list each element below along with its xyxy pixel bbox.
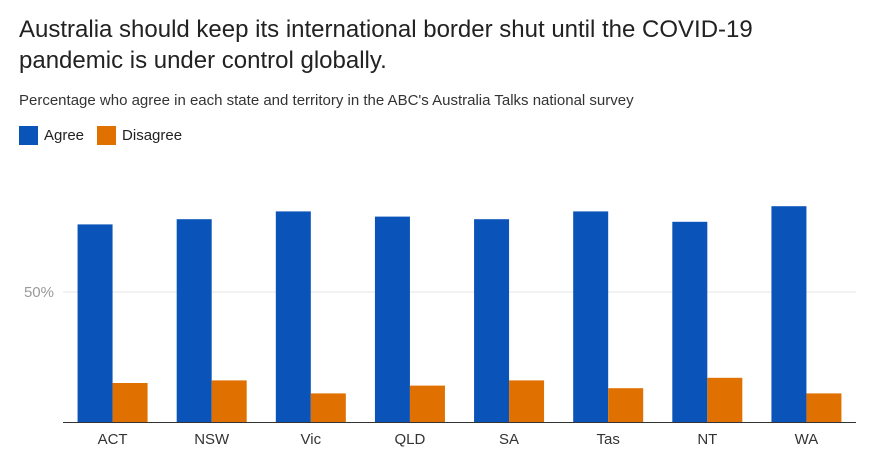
chart-title: Australia should keep its international … xyxy=(19,16,753,74)
y-tick-label: 50% xyxy=(24,284,54,301)
x-tick-label: Vic xyxy=(301,431,322,448)
x-tick-label: Tas xyxy=(597,431,620,448)
legend-swatch-disagree xyxy=(97,126,117,145)
bar-disagree-vic xyxy=(310,393,346,422)
axes: 50% ACT NSW Vic QLD SA Tas NT WA xyxy=(24,284,856,448)
bar-disagree-nsw xyxy=(211,380,247,422)
bar-disagree-sa xyxy=(509,380,545,422)
legend-swatch-agree xyxy=(19,126,38,145)
bar-agree-nsw xyxy=(176,219,212,422)
bar-agree-wa xyxy=(771,206,807,422)
x-tick-label: QLD xyxy=(395,431,426,448)
bar-agree-vic xyxy=(275,211,311,422)
bar-agree-nt xyxy=(672,221,708,422)
bar-disagree-tas xyxy=(608,388,644,422)
bar-agree-tas xyxy=(573,211,609,422)
bar-disagree-qld xyxy=(409,385,445,422)
bar-agree-qld xyxy=(374,216,410,422)
x-tick-label: WA xyxy=(795,431,819,448)
chart-subtitle: Percentage who agree in each state and t… xyxy=(19,92,634,109)
bar-agree-sa xyxy=(474,219,510,422)
legend-item-disagree: Disagree xyxy=(97,126,182,145)
legend-label-agree: Agree xyxy=(44,127,85,144)
bar-disagree-nt xyxy=(707,377,743,422)
legend-item-agree: Agree xyxy=(19,126,84,145)
legend: Agree Disagree xyxy=(19,126,195,145)
legend-label-disagree: Disagree xyxy=(122,127,183,144)
bar-disagree-wa xyxy=(806,393,842,422)
bar-agree-act xyxy=(77,224,113,422)
bars xyxy=(77,206,842,422)
bar-disagree-act xyxy=(112,383,148,422)
x-tick-label: ACT xyxy=(98,431,128,448)
x-tick-label: NSW xyxy=(194,431,230,448)
x-tick-label: NT xyxy=(697,431,717,448)
x-tick-label: SA xyxy=(499,431,519,448)
